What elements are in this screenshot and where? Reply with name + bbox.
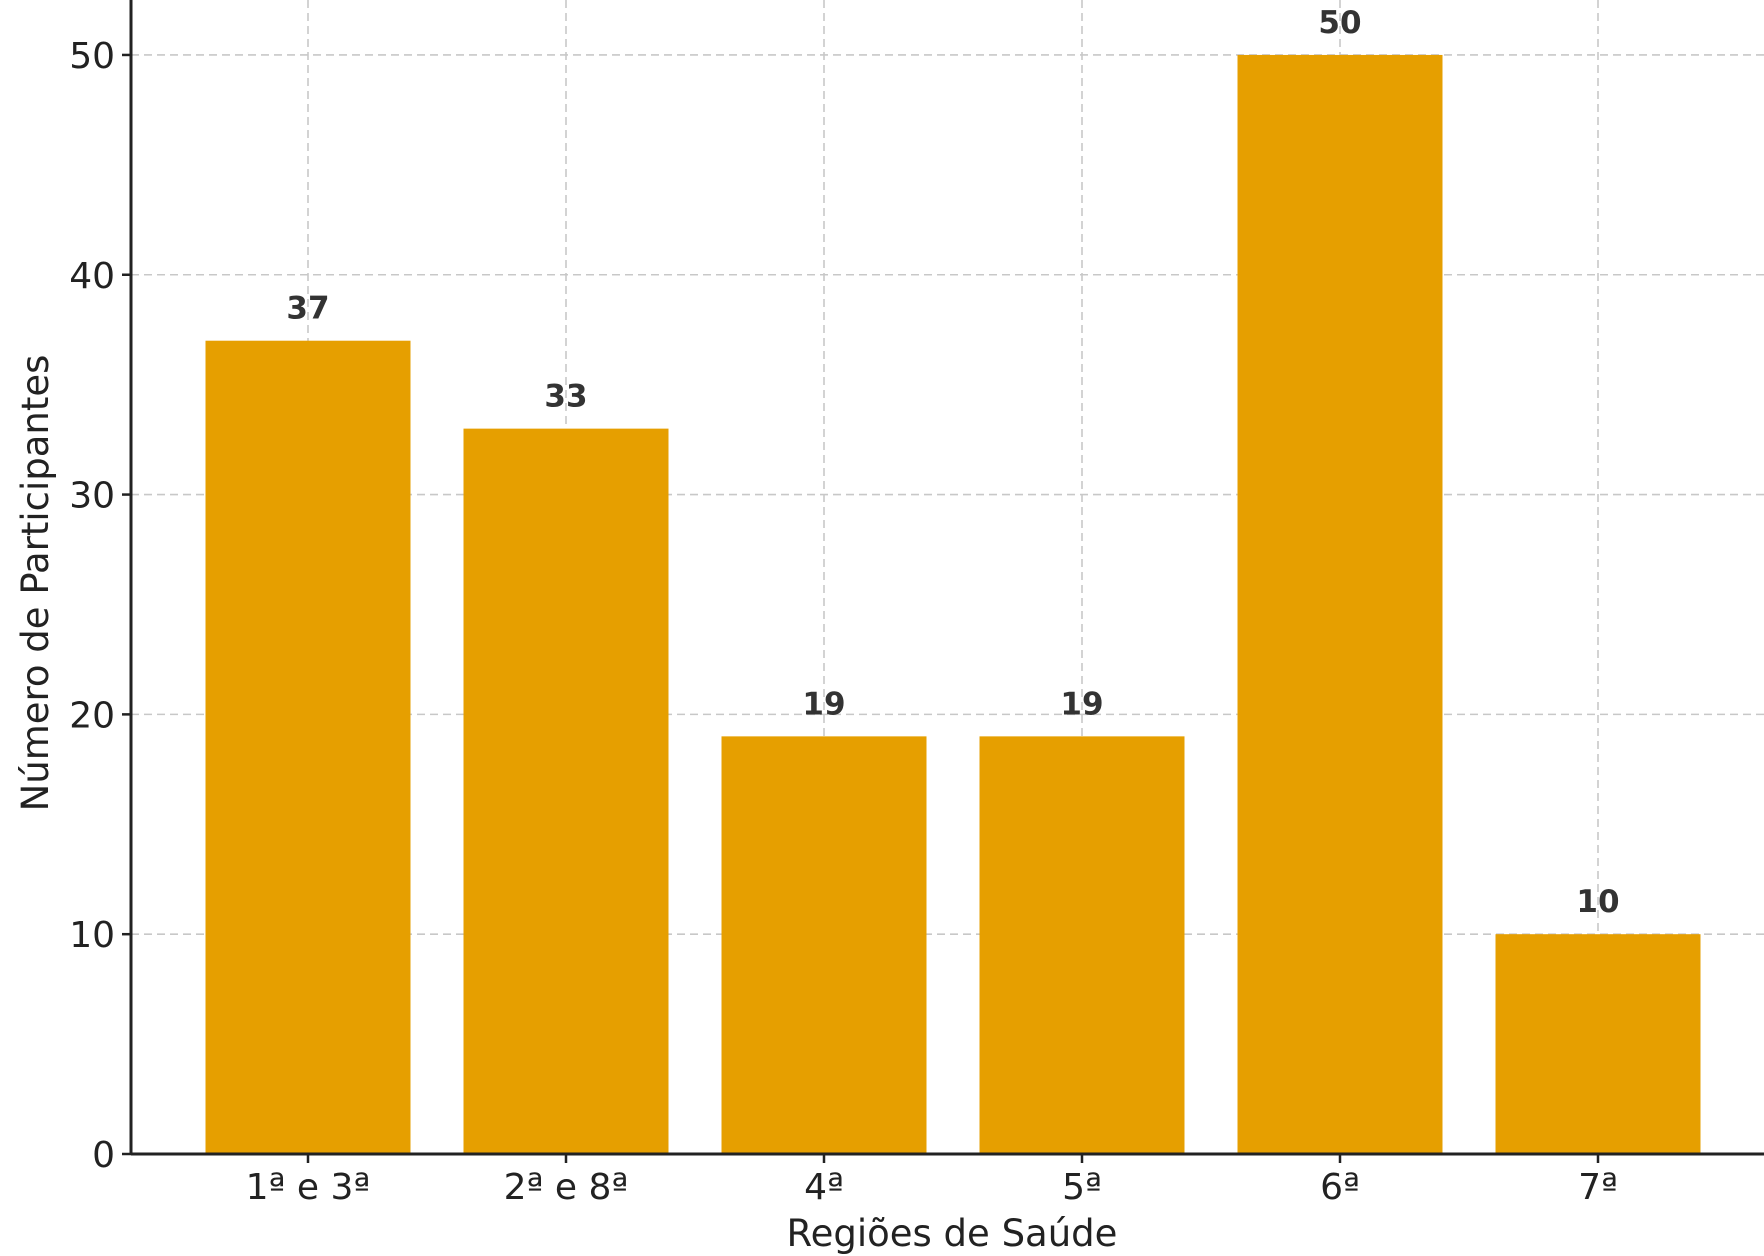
x-tick-label: 2ª e 8ª: [504, 1167, 629, 1208]
x-tick-label: 1ª e 3ª: [246, 1167, 371, 1208]
data-label: 19: [1060, 686, 1103, 722]
bar: [1237, 54, 1443, 1154]
bar: [463, 428, 669, 1155]
y-tick-label: 50: [69, 36, 115, 77]
data-label: 19: [802, 686, 845, 722]
y-tick-label: 0: [92, 1135, 115, 1176]
data-label: 37: [286, 291, 329, 327]
bar: [979, 736, 1185, 1154]
axes: [129, 0, 1764, 1156]
y-tick-label: 20: [69, 695, 115, 736]
data-label: 50: [1318, 5, 1361, 41]
y-axis-title: Número de Participantes: [14, 355, 57, 812]
data-label: 33: [544, 379, 587, 415]
data-labels: 37 33 19 19 50 10: [286, 5, 1619, 920]
data-label: 10: [1576, 884, 1619, 920]
bar: [205, 340, 411, 1154]
bar: [721, 736, 927, 1154]
x-axis-title: Regiões de Saúde: [787, 1212, 1118, 1255]
bar: [1495, 934, 1701, 1154]
x-tick-label: 4ª: [804, 1167, 844, 1208]
y-tick-label: 10: [69, 915, 115, 956]
x-tick-label: 5ª: [1062, 1167, 1102, 1208]
x-tick-label: 7ª: [1578, 1167, 1618, 1208]
x-tick-label: 6ª: [1320, 1167, 1360, 1208]
bars: [205, 54, 1701, 1155]
y-tick-label: 40: [69, 256, 115, 297]
y-tick-label: 30: [69, 476, 115, 517]
ticks: 0 10 20 30 40 50 1ª e 3ª 2ª e 8ª 4ª 5ª 6ª 7ª: [69, 36, 1618, 1208]
